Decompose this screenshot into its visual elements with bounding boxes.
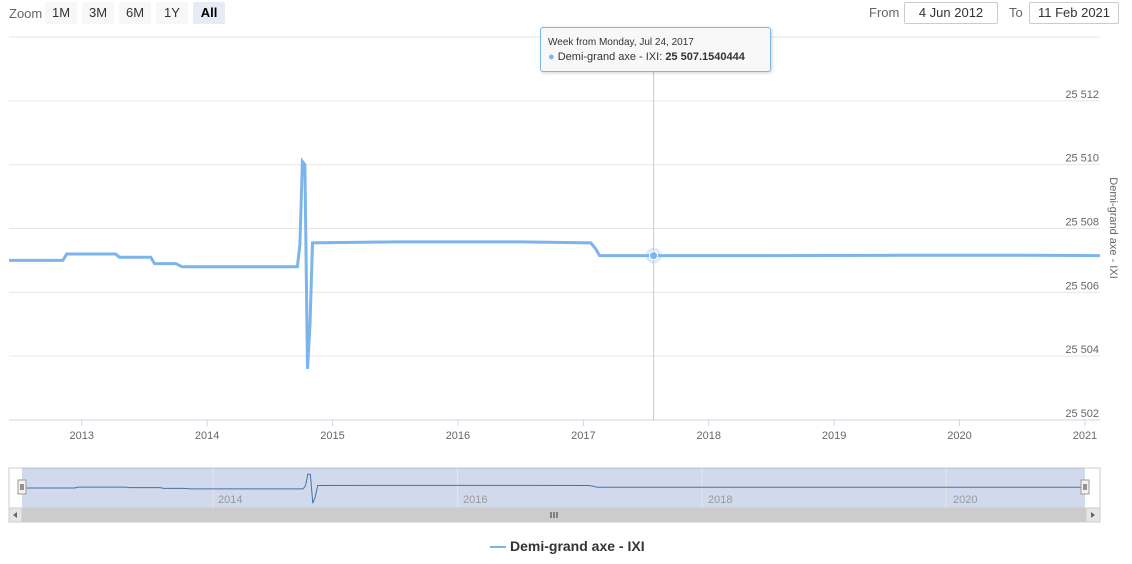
- x-tick-label: 2016: [446, 430, 470, 442]
- y-tick-label: 25 512: [1065, 89, 1099, 101]
- zoom-6m-button[interactable]: 6M: [119, 2, 151, 24]
- navigator-outline: [8, 467, 1101, 509]
- navigator-tick-2018: 2018: [708, 494, 732, 506]
- tooltip-series-label: Demi-grand axe - IXI:: [557, 51, 666, 63]
- tooltip: Week from Monday, Jul 24, 2017 ● Demi-gr…: [540, 27, 771, 72]
- to-date-input[interactable]: 11 Feb 2021: [1029, 2, 1119, 24]
- y-tick-label: 25 508: [1065, 217, 1099, 229]
- x-tick-label: 2014: [195, 430, 219, 442]
- tooltip-value: 25 507.1540444: [665, 51, 745, 63]
- navigator-right-handle[interactable]: [1080, 479, 1090, 495]
- zoom-1m-button[interactable]: 1M: [45, 2, 77, 24]
- scrollbar[interactable]: [8, 507, 1101, 523]
- from-label: From: [869, 5, 900, 20]
- x-tick-label: 2020: [947, 430, 971, 442]
- y-tick-label: 25 506: [1065, 280, 1099, 292]
- x-tick-label: 2013: [69, 430, 93, 442]
- navigator[interactable]: 2014 2016 2018 2020: [8, 467, 1101, 509]
- tooltip-header: Week from Monday, Jul 24, 2017: [548, 37, 694, 48]
- tooltip-series-dot-icon: ●: [548, 51, 555, 63]
- legend-item[interactable]: Demi-grand axe - IXI: [490, 538, 645, 554]
- scrollbar-grip-icon: [550, 512, 558, 518]
- x-tick-label: 2015: [320, 430, 344, 442]
- navigator-tick-2020: 2020: [953, 494, 977, 506]
- zoom-label: Zoom: [9, 6, 43, 21]
- to-label: To: [1009, 5, 1023, 20]
- legend-label: Demi-grand axe - IXI: [510, 538, 645, 554]
- navigator-selected-range[interactable]: [22, 468, 1085, 508]
- y-tick-label: 25 504: [1065, 344, 1099, 356]
- navigator-grid: [212, 468, 947, 508]
- navigator-series-line: [22, 473, 1085, 504]
- x-tick-label: 2021: [1073, 430, 1097, 442]
- navigator-left-handle[interactable]: [17, 479, 27, 495]
- y-tick-label: 25 502: [1065, 408, 1099, 420]
- x-axis-tick-labels: 2013 2014 2015 2016 2017 2018 2019 2020 2021: [69, 430, 1097, 442]
- scrollbar-right-arrow-icon: [1091, 512, 1095, 518]
- x-tick-label: 2018: [697, 430, 721, 442]
- x-tick-label: 2017: [571, 430, 595, 442]
- y-axis-tick-labels: 25 502 25 504 25 506 25 508 25 510 25 512: [1065, 89, 1099, 420]
- zoom-1y-button[interactable]: 1Y: [156, 2, 188, 24]
- scrollbar-left-arrow-icon: [13, 512, 17, 518]
- tooltip-body: ● Demi-grand axe - IXI: 25 507.1540444: [548, 51, 745, 63]
- y-axis-title: Demi-grand axe - IXI: [1107, 177, 1119, 278]
- legend-line-icon: [490, 546, 506, 549]
- navigator-tick-2016: 2016: [463, 494, 487, 506]
- zoom-3m-button[interactable]: 3M: [82, 2, 114, 24]
- y-tick-label: 25 510: [1065, 153, 1099, 165]
- x-tick-label: 2019: [822, 430, 846, 442]
- grid-lines: [9, 36, 1100, 426]
- navigator-tick-2014: 2014: [218, 494, 242, 506]
- series-line-demi-grand-axe: [9, 157, 1101, 369]
- hover-point-marker: [649, 251, 659, 261]
- zoom-all-button[interactable]: All: [193, 2, 225, 24]
- from-date-input[interactable]: 4 Jun 2012: [904, 2, 998, 24]
